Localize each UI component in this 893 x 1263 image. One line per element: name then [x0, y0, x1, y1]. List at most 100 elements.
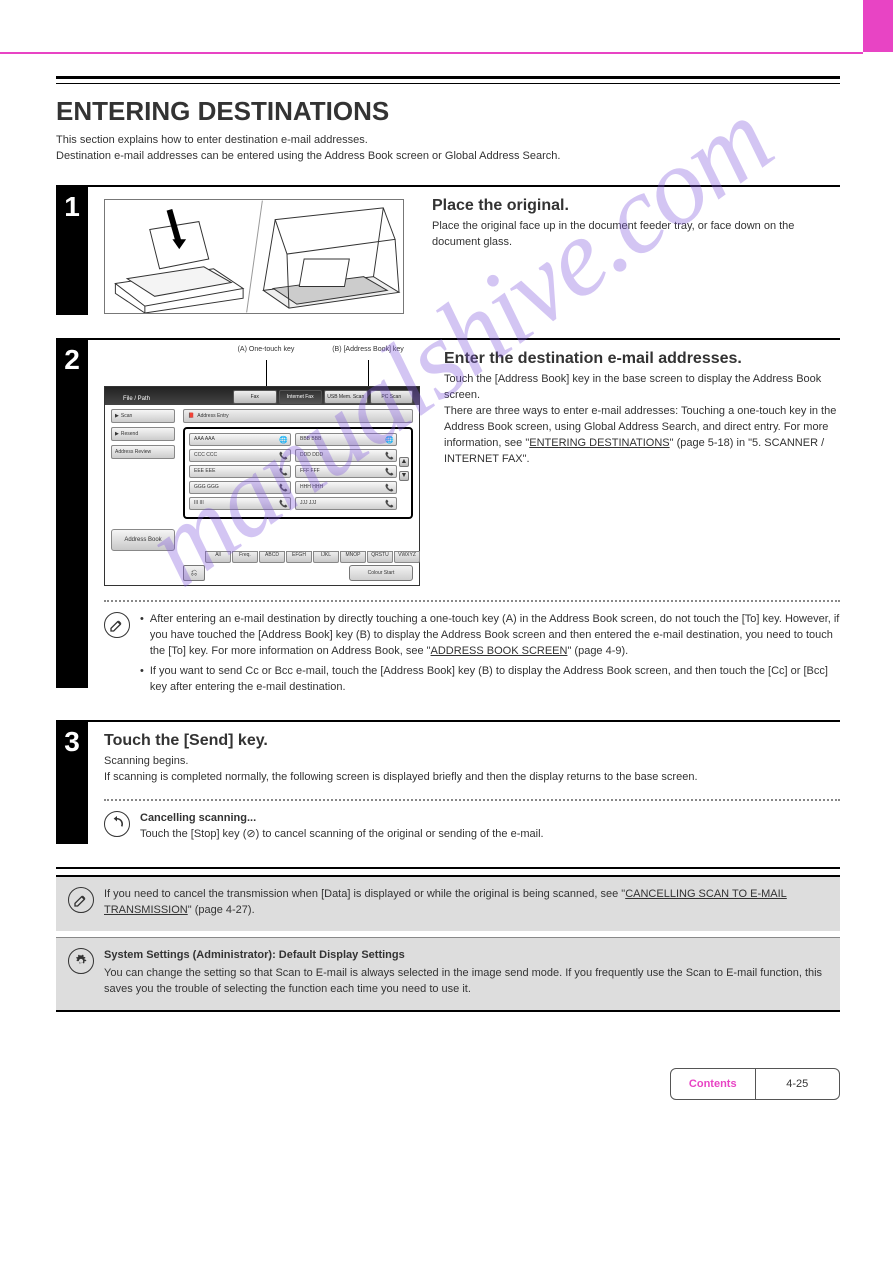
note-bullet: If you want to send Cc or Bcc e-mail, to…	[150, 664, 840, 696]
band-title: System Settings (Administrator): Default…	[104, 948, 828, 964]
step-body: Touch the [Send] key. Scanning begins. I…	[104, 732, 840, 844]
one-touch-key[interactable]: JJJ JJJ📞	[295, 497, 397, 510]
system-settings-band: System Settings (Administrator): Default…	[56, 937, 840, 1010]
mode-tab-row: Fax Internet Fax USB Mem. Scan PC Scan	[233, 387, 413, 405]
one-touch-key[interactable]: III III📞	[189, 497, 291, 510]
step-number: 1	[56, 187, 88, 315]
note-block: • After entering an e-mail destination b…	[104, 612, 840, 696]
cancel-note: Cancelling scanning... Touch the [Stop] …	[104, 811, 840, 843]
index-tab[interactable]: EFGH	[286, 551, 312, 563]
scroll-buttons: ▲ ▼	[399, 457, 409, 485]
index-tab[interactable]: ABCD	[259, 551, 285, 563]
title-double-rule	[56, 76, 840, 84]
left-button-column: ▶Scan ▶Resend Address Review Address Boo…	[111, 409, 175, 551]
address-entry-header[interactable]: 📕 Address Entry	[183, 409, 413, 423]
phone-icon: 📞	[385, 484, 393, 492]
note-body: • After entering an e-mail destination b…	[140, 612, 840, 696]
address-review-button[interactable]: Address Review	[111, 445, 175, 459]
one-touch-key[interactable]: AAA AAA🌐	[189, 433, 291, 446]
one-touch-key[interactable]: DDD DDD📞	[295, 449, 397, 462]
stop-key-icon: ⊘	[246, 828, 255, 840]
scroll-up-button[interactable]: ▲	[399, 457, 409, 467]
globe-icon: 🌐	[385, 436, 393, 444]
index-tab[interactable]: All	[205, 551, 231, 563]
step-text-block: Enter the destination e-mail addresses. …	[444, 350, 840, 586]
cancel-text: Touch the [Stop] key (⊘) to cancel scann…	[140, 827, 840, 843]
address-area: 📕 Address Entry AAA AAA🌐 BBB BBB🌐 CCC CCC📞…	[183, 409, 413, 519]
preview-button[interactable]: ⎌	[183, 565, 205, 581]
pencil-icon	[68, 887, 94, 913]
contents-link[interactable]: Contents	[671, 1069, 755, 1099]
tab-fax[interactable]: Fax	[233, 390, 277, 404]
dotted-separator	[104, 600, 840, 602]
one-touch-key[interactable]: FFF FFF📞	[295, 465, 397, 478]
globe-icon: 🌐	[279, 436, 287, 444]
phone-icon: 📞	[279, 500, 287, 508]
scan-button[interactable]: ▶Scan	[111, 409, 175, 423]
undo-icon	[104, 811, 130, 837]
step-paragraph: There are three ways to enter e-mail add…	[444, 404, 840, 468]
intro-text: This section explains how to enter desti…	[56, 133, 840, 165]
index-tab[interactable]: Freq.	[232, 551, 258, 563]
info-band-text: If you need to cancel the transmission w…	[104, 887, 828, 919]
page-title: ENTERING DESTINATIONS	[56, 96, 840, 127]
tab-pc-scan[interactable]: PC Scan	[370, 390, 414, 404]
step-title: Place the original.	[432, 197, 840, 215]
one-touch-key[interactable]: BBB BBB🌐	[295, 433, 397, 446]
step-title: Enter the destination e-mail addresses.	[444, 350, 840, 368]
cancel-title: Cancelling scanning...	[140, 811, 840, 827]
phone-icon: 📞	[279, 468, 287, 476]
step-body: (A) One-touch key (B) [Address Book] key…	[104, 350, 840, 696]
step-2: 2 (A) One-touch key (B) [Address Book] k…	[56, 338, 840, 696]
one-touch-key[interactable]: GGG GGG📞	[189, 481, 291, 494]
one-touch-key[interactable]: EEE EEE📞	[189, 465, 291, 478]
index-tab[interactable]: VWXYZ	[394, 551, 420, 563]
cross-ref-link[interactable]: ENTERING DESTINATIONS	[529, 437, 669, 449]
one-touch-key[interactable]: HHH HHH📞	[295, 481, 397, 494]
step-3: 3 Touch the [Send] key. Scanning begins.…	[56, 720, 840, 844]
step-number: 2	[56, 340, 88, 688]
step-number: 3	[56, 722, 88, 844]
tab-internet-fax[interactable]: Internet Fax	[279, 390, 323, 404]
feeder-illustration	[105, 200, 254, 313]
one-touch-key[interactable]: CCC CCC📞	[189, 449, 291, 462]
start-button[interactable]: Colour Start	[349, 565, 413, 581]
index-tab-row: AllFreq.ABCDEFGHIJKLMNOPQRSTUVWXYZ	[205, 551, 420, 563]
step-text-block: Place the original. Place the original f…	[432, 197, 840, 314]
scroll-down-button[interactable]: ▼	[399, 471, 409, 481]
page-footer-box: Contents 4-25	[670, 1068, 840, 1100]
dotted-separator	[104, 799, 840, 801]
step-description: Scanning begins. If scanning is complete…	[104, 754, 840, 786]
section-end-rule	[56, 1010, 840, 1012]
tab-usb-scan[interactable]: USB Mem. Scan	[324, 390, 368, 404]
note-body: Cancelling scanning... Touch the [Stop] …	[140, 811, 840, 843]
cross-ref-link[interactable]: ADDRESS BOOK SCREEN	[431, 645, 568, 657]
section-color-rule	[0, 52, 863, 54]
section-color-tab	[863, 0, 893, 52]
bullet: •	[140, 612, 144, 660]
step-description: Place the original face up in the docume…	[432, 219, 840, 251]
phone-icon: 📞	[279, 452, 287, 460]
glass-illustration	[255, 200, 404, 313]
index-tab[interactable]: MNOP	[340, 551, 366, 563]
page-content: ENTERING DESTINATIONS This section expla…	[56, 76, 840, 1100]
step-title: Touch the [Send] key.	[104, 732, 840, 750]
one-touch-key-grid: AAA AAA🌐 BBB BBB🌐 CCC CCC📞 DDD DDD📞 EEE EEE📞…	[183, 427, 413, 519]
header-path: File / Path	[105, 396, 150, 402]
pencil-icon	[104, 612, 130, 638]
bullet: •	[140, 664, 144, 696]
original-placement-illustration	[104, 199, 404, 314]
note-bullet: After entering an e-mail destination by …	[150, 612, 840, 660]
address-book-button[interactable]: Address Book	[111, 529, 175, 551]
step-paragraph: Touch the [Address Book] key in the base…	[444, 372, 840, 404]
index-tab[interactable]: IJKL	[313, 551, 339, 563]
band-body: System Settings (Administrator): Default…	[104, 948, 828, 998]
step-1: 1	[56, 185, 840, 314]
phone-icon: 📞	[385, 500, 393, 508]
info-band: If you need to cancel the transmission w…	[56, 875, 840, 931]
panel-footer: ⎌ Colour Start	[183, 565, 413, 581]
phone-icon: 📞	[279, 484, 287, 492]
index-tab[interactable]: QRSTU	[367, 551, 393, 563]
resend-button[interactable]: ▶Resend	[111, 427, 175, 441]
gear-icon	[68, 948, 94, 974]
